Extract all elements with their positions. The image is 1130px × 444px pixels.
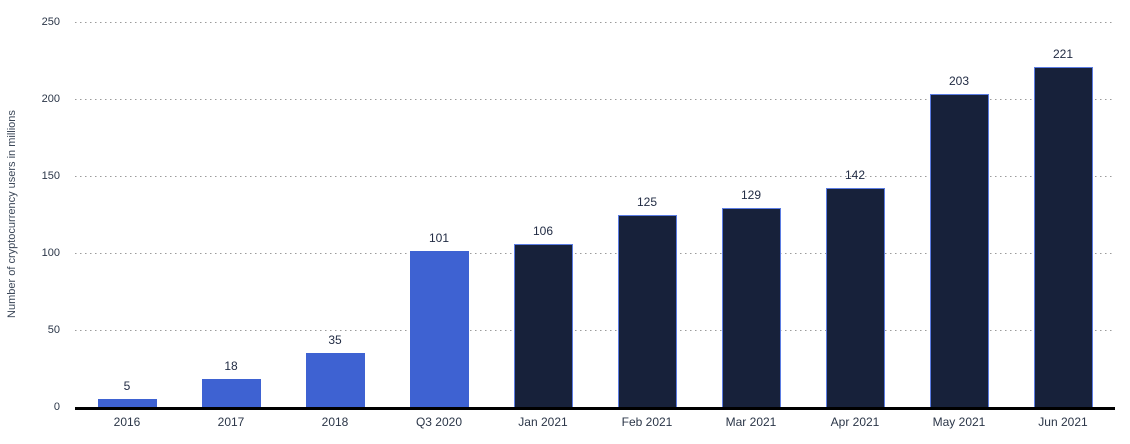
bar-jan-2021 xyxy=(513,243,573,407)
x-tick-2018: 2018 xyxy=(321,415,349,429)
x-tick-feb-2021: Feb 2021 xyxy=(621,415,673,429)
bar-value-2018: 35 xyxy=(328,333,342,348)
x-tick-2016: 2016 xyxy=(113,415,141,429)
bar-mar-2021 xyxy=(721,208,781,407)
y-tick-200: 200 xyxy=(41,93,60,105)
x-tick-jun-2021: Jun 2021 xyxy=(1038,415,1088,429)
bar-value-may-2021: 203 xyxy=(948,74,970,89)
gridline-200 xyxy=(75,99,1115,100)
y-axis-title: Number of cryptocurrency users in millio… xyxy=(6,110,18,318)
bar-value-jun-2021: 221 xyxy=(1052,46,1074,61)
bar-value-apr-2021: 142 xyxy=(844,168,866,183)
x-tick-may-2021: May 2021 xyxy=(932,415,986,429)
bar-jun-2021 xyxy=(1033,66,1093,407)
bar-value-q3-2020: 101 xyxy=(428,231,450,246)
bar-value-2017: 18 xyxy=(224,359,238,374)
bar-value-feb-2021: 125 xyxy=(636,194,658,209)
bar-value-mar-2021: 129 xyxy=(740,188,762,203)
bar-value-2016: 5 xyxy=(123,379,131,394)
y-tick-250: 250 xyxy=(41,16,60,28)
gridline-100 xyxy=(75,253,1115,254)
y-tick-150: 150 xyxy=(41,170,60,182)
x-tick-q3-2020: Q3 2020 xyxy=(415,415,463,429)
bar-q3-2020 xyxy=(409,251,469,407)
bar-2016 xyxy=(97,399,157,407)
x-tick-jan-2021: Jan 2021 xyxy=(518,415,568,429)
y-tick-100: 100 xyxy=(41,247,60,259)
bar-value-jan-2021: 106 xyxy=(532,223,554,238)
gridline-50 xyxy=(75,330,1115,331)
x-tick-mar-2021: Mar 2021 xyxy=(725,415,777,429)
bar-2017 xyxy=(201,379,261,407)
gridline-250 xyxy=(75,22,1115,23)
plot-area: 5 18 35 101 106 125 129 142 203 221 xyxy=(75,22,1115,410)
bar-feb-2021 xyxy=(617,214,677,407)
gridline-150 xyxy=(75,176,1115,177)
x-tick-2017: 2017 xyxy=(217,415,245,429)
bar-may-2021 xyxy=(929,94,989,407)
y-tick-50: 50 xyxy=(47,324,60,336)
y-tick-0: 0 xyxy=(53,401,60,413)
bar-2018 xyxy=(305,353,365,407)
bar-apr-2021 xyxy=(825,188,885,407)
x-tick-apr-2021: Apr 2021 xyxy=(830,415,880,429)
